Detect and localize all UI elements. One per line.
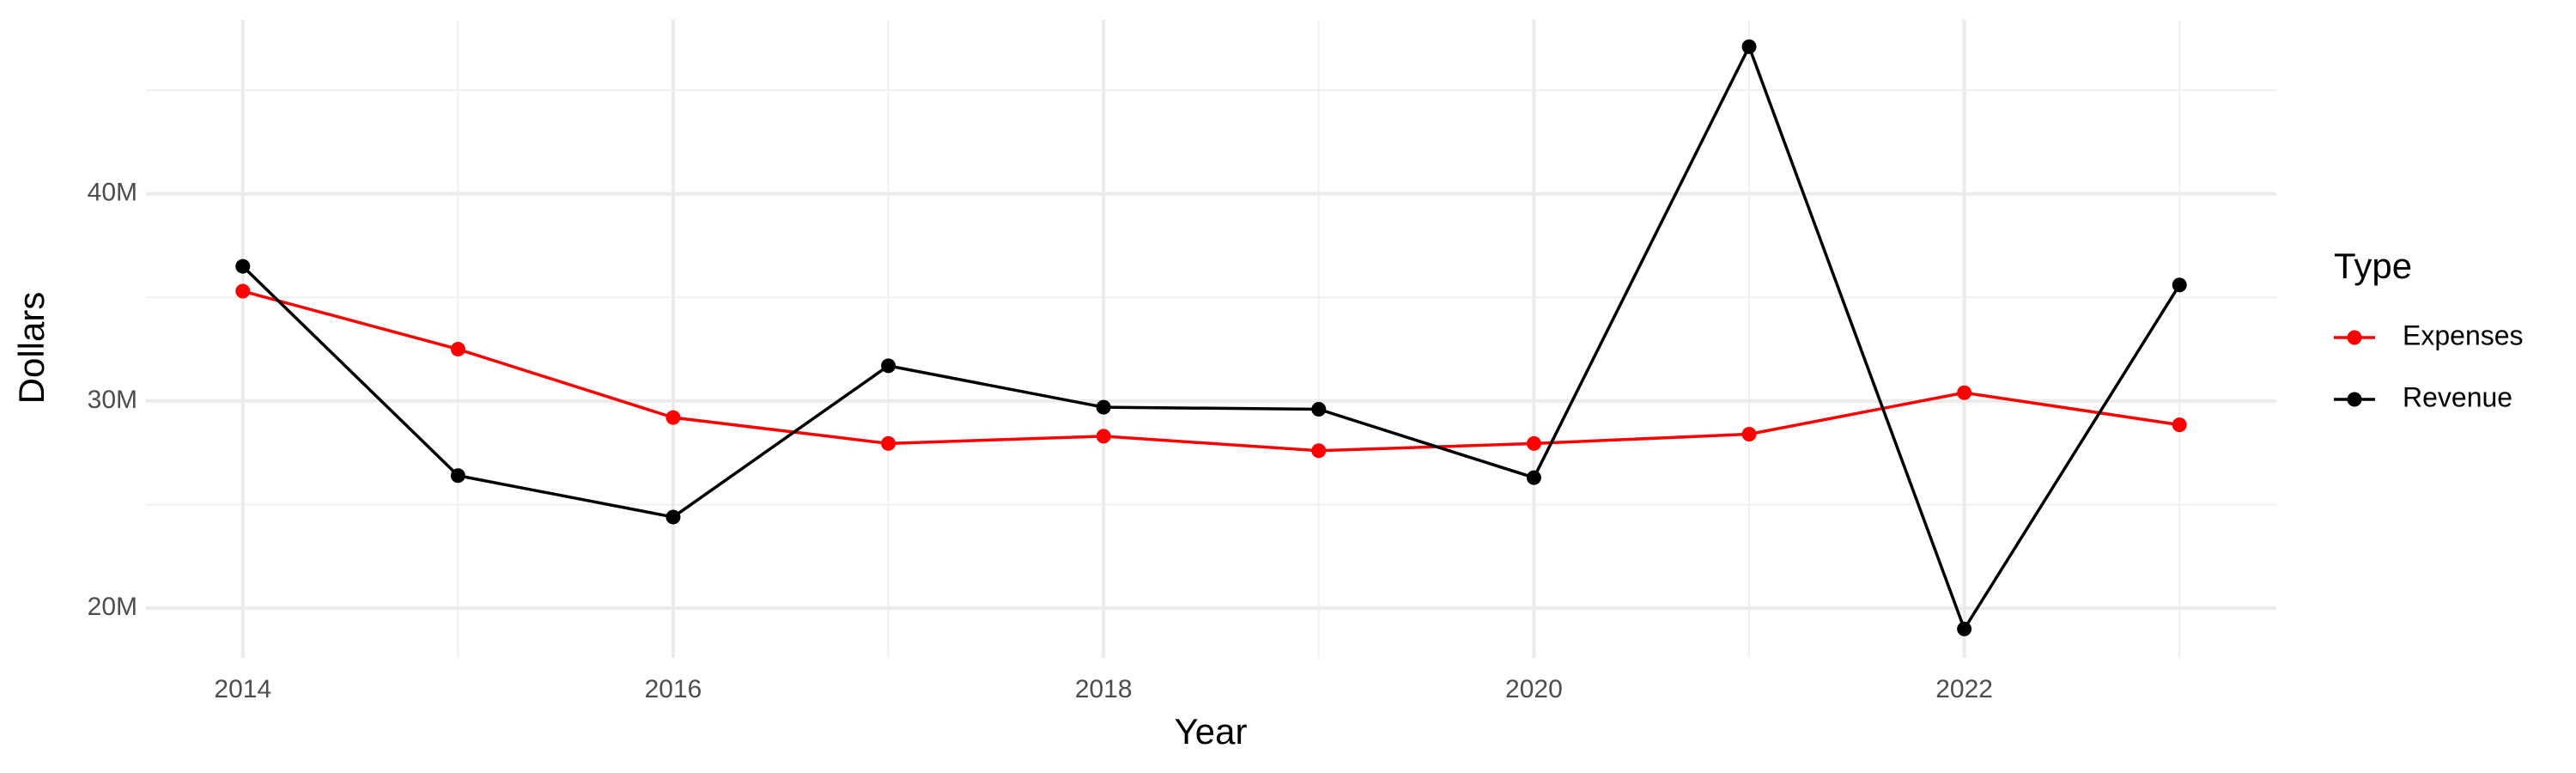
data-point xyxy=(450,468,465,484)
data-point xyxy=(2172,417,2187,433)
x-tick-label: 2018 xyxy=(1075,675,1133,703)
y-tick-label: 20M xyxy=(88,593,137,621)
data-point xyxy=(1526,470,1541,485)
x-tick-label: 2020 xyxy=(1505,675,1563,703)
data-point xyxy=(1741,426,1757,441)
data-point xyxy=(1096,399,1111,415)
series-line xyxy=(241,42,2181,633)
data-point xyxy=(881,358,896,374)
data-point xyxy=(235,283,251,299)
data-point xyxy=(450,342,465,357)
y-axis-title: Dollars xyxy=(11,292,52,405)
y-tick-label: 40M xyxy=(88,179,137,207)
data-point xyxy=(235,259,251,274)
legend-key-point xyxy=(2347,330,2362,345)
legend-key-point xyxy=(2347,392,2362,407)
y-tick-label: 30M xyxy=(88,386,137,414)
x-tick-label: 2014 xyxy=(214,675,271,703)
data-point xyxy=(1957,385,1972,400)
data-point xyxy=(665,509,681,525)
data-point xyxy=(2172,277,2187,293)
data-point xyxy=(665,410,681,425)
legend-label: Revenue xyxy=(2403,381,2512,412)
legend-label: Expenses xyxy=(2403,320,2524,350)
data-point xyxy=(1957,621,1972,636)
data-point xyxy=(1096,429,1111,444)
x-tick-label: 2016 xyxy=(645,675,702,703)
x-tick-label: 2022 xyxy=(1935,675,1993,703)
data-point xyxy=(881,435,896,451)
data-point xyxy=(1741,39,1757,54)
data-point xyxy=(1311,443,1327,459)
data-point xyxy=(1526,435,1541,451)
data-point xyxy=(1311,402,1327,417)
x-axis-title: Year xyxy=(1175,711,1248,752)
series-line xyxy=(242,289,2180,453)
legend-title: Type xyxy=(2334,246,2412,286)
